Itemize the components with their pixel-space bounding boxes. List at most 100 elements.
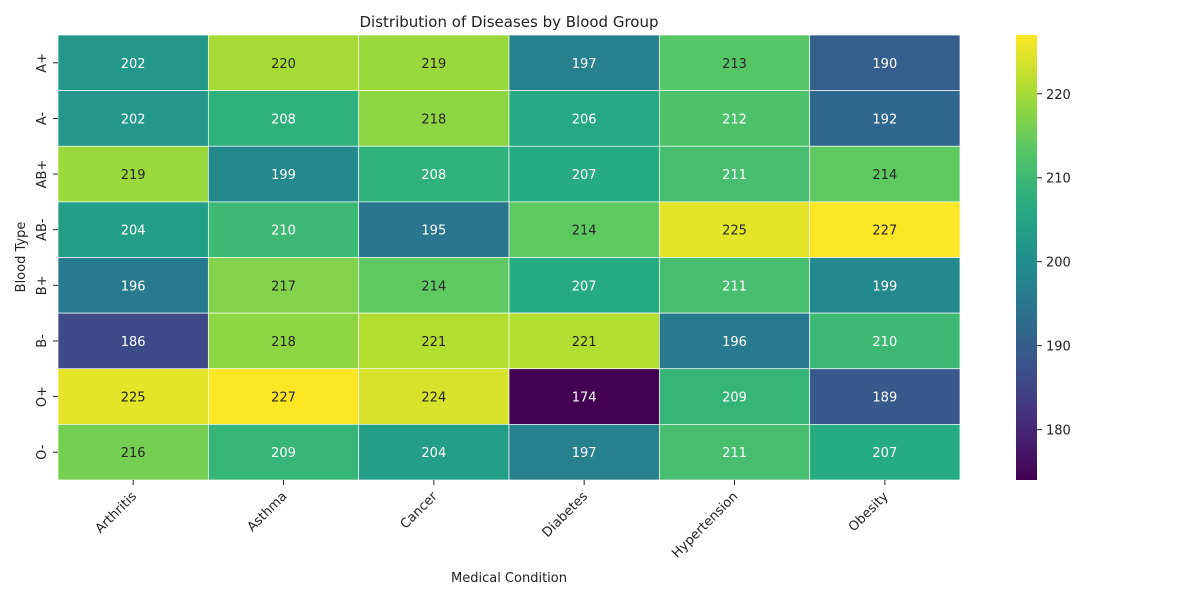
cell-value-label: 214 [872,168,897,183]
heatmap-cell [57,201,209,258]
cell-value-label: 206 [572,112,597,127]
cell-value-label: 213 [722,57,747,72]
x-tick-label: Asthma [245,489,291,535]
cell-value-label: 217 [271,279,296,294]
heatmap-cell [508,34,660,91]
cell-value-label: 210 [271,224,296,239]
cell-value-label: 218 [421,112,446,127]
cell-value-label: 207 [572,168,597,183]
cell-value-label: 221 [421,335,446,350]
cell-value-label: 224 [421,391,446,406]
cell-value-label: 212 [722,112,747,127]
cell-value-label: 207 [572,279,597,294]
cell-value-label: 216 [121,446,146,461]
cell-value-label: 227 [872,224,897,239]
cell-value-label: 202 [121,57,146,72]
heatmap-cell [57,34,209,91]
y-tick-label: AB+ [35,160,50,189]
heatmap-cell [809,312,961,370]
cell-value-label: 219 [121,168,146,183]
cell-value-label: 227 [271,391,296,406]
cell-value-label: 199 [271,168,296,183]
heatmap-cell [658,312,811,370]
colorbar [1016,35,1037,480]
heatmap-cell [358,368,510,425]
heatmap-cells: 202 220 219 197 213 190 202 208 218 206 212 192 219 1… [57,34,961,481]
heatmap-cell [809,368,961,425]
cell-value-label: 211 [722,168,747,183]
cell-value-label: 197 [572,57,597,72]
y-tick-label: O+ [35,386,50,407]
cell-value-label: 221 [572,335,597,350]
cell-value-label: 218 [271,335,296,350]
cell-value-label: 209 [722,391,747,406]
cell-value-label: 202 [121,112,146,127]
heatmap-cell [207,368,360,425]
cell-value-label: 192 [872,112,897,127]
cell-value-label: 211 [722,279,747,294]
heatmap-cell [508,424,660,481]
heatmap-cell [207,34,360,91]
cell-value-label: 214 [572,224,597,239]
heatmap-cell [358,34,510,91]
y-tick-label: A+ [35,53,50,73]
heatmap-cell [508,368,660,425]
cell-value-label: 197 [572,446,597,461]
heatmap-cell [57,368,209,425]
cell-value-label: 207 [872,446,897,461]
colorbar-tick-label: 220 [1046,88,1071,103]
cell-value-label: 204 [121,224,146,239]
cell-value-label: 214 [421,279,446,294]
cell-value-label: 196 [722,335,747,350]
heatmap-cell [57,424,209,481]
heatmap-cell [658,145,811,203]
heatmap-cell [809,424,961,481]
heatmap-cell [508,145,660,203]
heatmap-cell [658,424,811,481]
x-tick-label: Diabetes [540,489,592,541]
heatmap-cell [57,145,209,203]
cell-value-label: 219 [421,57,446,72]
cell-value-label: 199 [872,279,897,294]
x-axis-ticks: Arthritis Asthma Cancer Diabetes Hypertensio… [93,480,892,561]
heatmap-cell [358,201,510,258]
heatmap-cell [508,90,660,147]
heatmap-cell [358,145,510,203]
heatmap-cell [508,257,660,314]
heatmap-cell [809,145,961,203]
heatmap-cell [57,257,209,314]
x-tick-label: Obesity [846,489,892,535]
cell-value-label: 208 [421,168,446,183]
heatmap-cell [658,34,811,91]
x-tick-label: Arthritis [93,489,141,537]
cell-value-label: 225 [722,224,747,239]
cell-value-label: 210 [872,335,897,350]
heatmap-cell [809,201,961,258]
cell-value-label: 204 [421,446,446,461]
cell-value-label: 211 [722,446,747,461]
heatmap-cell [57,312,209,370]
heatmap-cell [809,257,961,314]
heatmap-cell [207,90,360,147]
y-tick-label: B+ [35,275,50,295]
y-tick-label: O- [35,444,50,460]
heatmap-cell [358,424,510,481]
x-axis-label: Medical Condition [451,571,567,586]
colorbar-tick-label: 180 [1046,424,1071,439]
y-tick-label: B- [35,334,50,348]
heatmap-cell [809,90,961,147]
y-axis-ticks: A+ A- AB+ AB- B+ B- O+ O- [35,53,58,460]
cell-value-label: 225 [121,391,146,406]
y-axis-label: Blood Type [14,222,29,293]
colorbar-tick-label: 210 [1046,172,1071,187]
y-tick-label: A- [35,111,50,125]
colorbar-tick-label: 200 [1046,256,1071,271]
cell-value-label: 190 [872,57,897,72]
cell-value-label: 220 [271,57,296,72]
heatmap-cell [207,145,360,203]
cell-value-label: 186 [121,335,146,350]
heatmap-cell [658,201,811,258]
heatmap-cell [207,201,360,258]
colorbar-ticks: 180 190 200 210 220 [1037,88,1071,439]
